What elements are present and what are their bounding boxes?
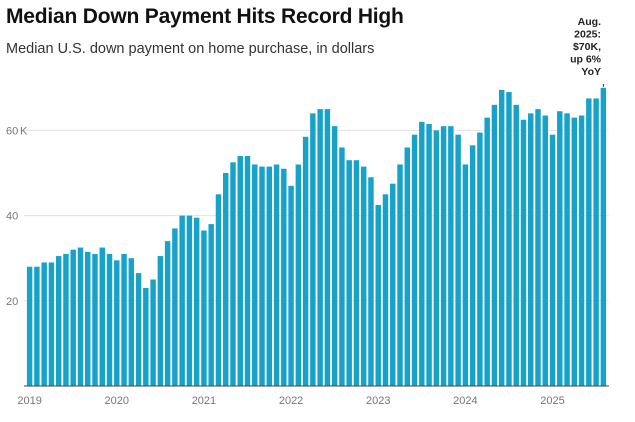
bar <box>593 98 599 386</box>
bar <box>259 166 265 386</box>
bar <box>237 155 243 386</box>
bar <box>600 87 607 387</box>
bar <box>295 164 302 386</box>
bar <box>360 166 367 386</box>
bar <box>484 117 490 387</box>
bar <box>440 126 447 386</box>
bar <box>92 253 98 386</box>
bar <box>535 109 541 386</box>
bar <box>179 215 185 386</box>
bar <box>462 164 469 386</box>
bar <box>324 109 331 386</box>
bar <box>346 160 352 386</box>
bar <box>114 260 120 386</box>
bar <box>121 253 127 386</box>
bar <box>375 204 381 386</box>
bar <box>70 249 76 386</box>
annotation-line: up 6% <box>570 54 602 66</box>
x-tick-label: 2025 <box>540 395 564 407</box>
x-tick-label: 2021 <box>192 395 216 407</box>
bar <box>99 247 105 386</box>
bar <box>419 121 425 386</box>
bar <box>26 266 33 386</box>
bar <box>222 173 229 386</box>
bar <box>571 117 578 387</box>
bar <box>469 145 476 386</box>
bar <box>77 247 84 386</box>
annotation-line: 2025: <box>574 29 601 41</box>
bar <box>201 230 207 386</box>
bar <box>448 126 454 386</box>
bar <box>85 251 91 386</box>
annotation-line: YoY <box>581 66 601 78</box>
x-tick-label: 2023 <box>366 395 390 407</box>
bar <box>578 115 585 387</box>
bar <box>55 256 62 386</box>
bar <box>310 113 316 387</box>
bar <box>302 136 309 386</box>
bar <box>520 119 527 386</box>
bar <box>491 104 498 386</box>
chart-subtitle: Median U.S. down payment on home purchas… <box>6 41 375 57</box>
y-tick-label: 60 <box>6 125 18 137</box>
bar <box>266 166 273 386</box>
bar <box>252 164 258 386</box>
bar <box>397 164 403 386</box>
bar <box>390 183 396 386</box>
bar <box>404 147 411 386</box>
bar <box>150 279 156 386</box>
x-tick-label: 2019 <box>17 395 41 407</box>
bar <box>193 217 200 386</box>
bar <box>586 98 592 386</box>
bar <box>172 228 178 386</box>
bar <box>513 104 519 386</box>
bar <box>34 266 40 386</box>
bar <box>63 253 69 386</box>
bar <box>339 147 345 386</box>
y-tick-label: 40 <box>6 211 18 223</box>
bar <box>215 194 222 386</box>
bar <box>331 126 338 386</box>
bar <box>368 177 374 386</box>
bar <box>186 215 193 386</box>
x-tick-label: 2020 <box>105 395 129 407</box>
bar <box>230 162 236 386</box>
bar <box>433 130 440 386</box>
bar <box>477 132 483 386</box>
y-tick-label: 20 <box>6 296 18 308</box>
bar <box>41 262 47 386</box>
bar <box>542 115 548 387</box>
bar <box>273 164 280 386</box>
bar <box>128 258 135 386</box>
bar <box>411 134 418 386</box>
bar <box>106 253 113 386</box>
bar <box>48 262 55 386</box>
bar <box>353 160 360 386</box>
y-unit-suffix: K <box>20 125 28 137</box>
bar <box>157 256 164 386</box>
bar <box>208 224 214 386</box>
bar <box>164 241 171 386</box>
bar <box>317 109 323 386</box>
bar <box>135 273 142 386</box>
bar <box>549 134 556 386</box>
bar <box>281 168 287 386</box>
chart-title: Median Down Payment Hits Record High <box>6 5 404 28</box>
bar <box>455 134 461 386</box>
bar <box>382 194 389 386</box>
bar <box>426 124 432 386</box>
x-tick-label: 2022 <box>279 395 303 407</box>
bar <box>498 89 505 387</box>
bar <box>564 113 570 387</box>
x-tick-label: 2024 <box>453 395 477 407</box>
annotation-line: $70K, <box>573 41 601 53</box>
bar <box>288 185 294 386</box>
bar <box>557 111 563 386</box>
bar <box>143 288 149 386</box>
bar <box>506 92 512 386</box>
bar <box>244 155 251 386</box>
annotation-line: Aug. <box>578 16 601 28</box>
bar <box>528 113 534 387</box>
